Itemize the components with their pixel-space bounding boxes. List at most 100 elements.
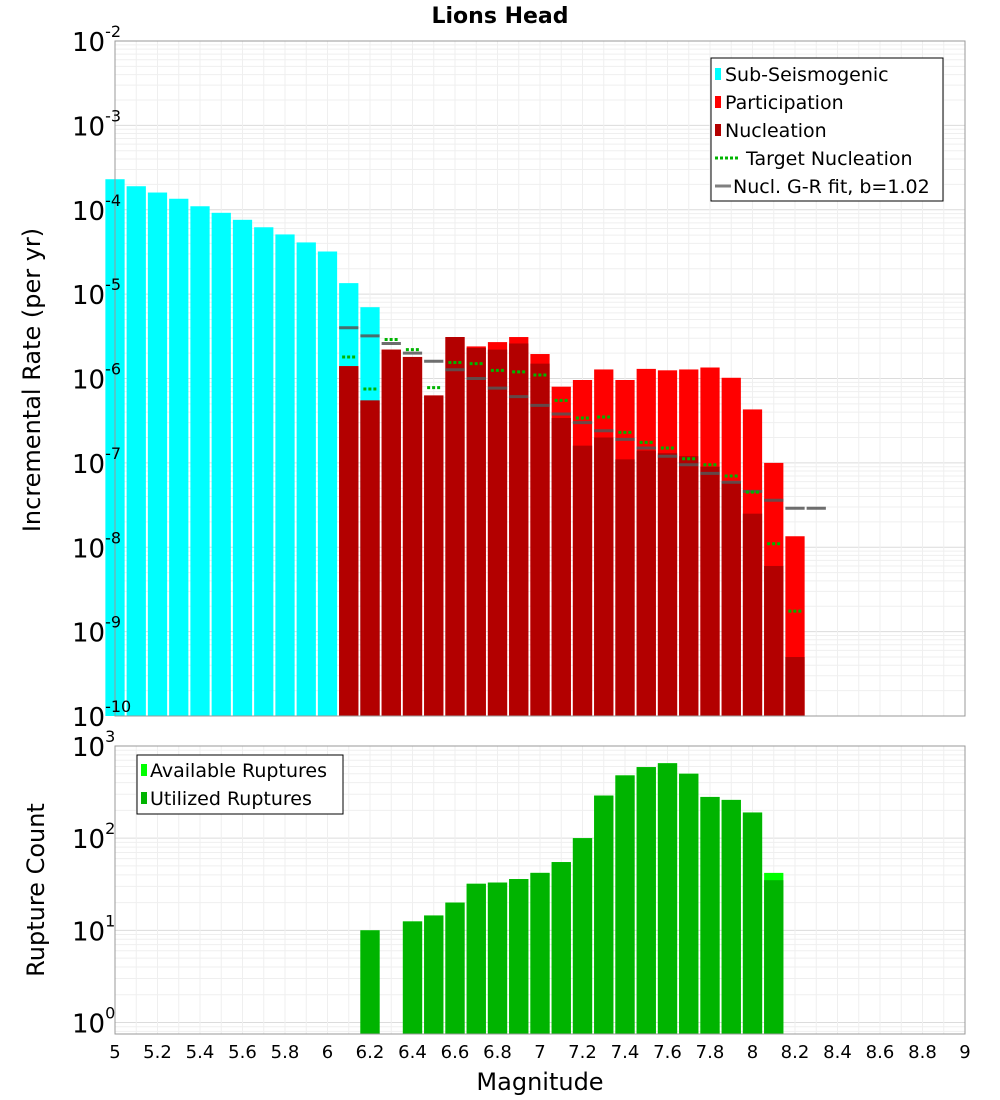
rate-y-tick-label: 10-10 bbox=[72, 697, 131, 733]
x-tick-label: 8.2 bbox=[781, 1042, 810, 1063]
sub-seismogenic-bar bbox=[147, 192, 168, 717]
chart-title: Lions Head bbox=[431, 4, 568, 29]
utilized-ruptures-bar bbox=[487, 882, 508, 1034]
rate-legend-box bbox=[710, 57, 944, 202]
x-tick-label: 8.4 bbox=[823, 1042, 852, 1063]
x-tick-label: 5.2 bbox=[143, 1042, 172, 1063]
rate-legend: Sub-Seismogenic Participation Nucleation Ta… bbox=[710, 57, 944, 202]
legend-item-participation-swatch bbox=[715, 96, 721, 108]
x-tick-label: 7.2 bbox=[568, 1042, 597, 1063]
rate-y-tick-label: 10-6 bbox=[72, 360, 121, 396]
x-tick-label: 6.4 bbox=[398, 1042, 427, 1063]
count-plot: 100 101 102 103 5 5.2 5.4 5.6 5.8 6 6.2 6.4 6.6 6.8 7… bbox=[22, 727, 971, 1096]
sub-seismogenic-bar bbox=[275, 234, 295, 716]
sub-seismogenic-bar bbox=[317, 251, 338, 716]
count-legend: Available Ruptures Utilized Ruptures bbox=[136, 754, 344, 815]
x-tick-label: 5.4 bbox=[186, 1042, 215, 1063]
x-tick-label: 6 bbox=[322, 1042, 333, 1063]
legend-item-utilized-ruptures-label: Utilized Ruptures bbox=[150, 788, 312, 810]
utilized-ruptures-bar bbox=[764, 880, 784, 1034]
nucleation-bar bbox=[679, 456, 699, 716]
utilized-ruptures-bar bbox=[551, 862, 571, 1034]
nucleation-bar bbox=[551, 418, 571, 716]
sub-seismogenic-bar bbox=[169, 198, 189, 717]
nucleation-bar bbox=[785, 657, 805, 716]
nucleation-bar bbox=[339, 366, 359, 716]
x-tick-label: 5.6 bbox=[228, 1042, 257, 1063]
nucleation-bar bbox=[509, 343, 529, 716]
rate-y-tick-label: 10-7 bbox=[72, 444, 121, 480]
utilized-ruptures-bar bbox=[615, 775, 635, 1034]
utilized-ruptures-bar bbox=[679, 773, 699, 1034]
x-tick-label: 5 bbox=[109, 1042, 120, 1063]
nucleation-bar bbox=[636, 450, 656, 716]
count-y-ticks: 100 101 102 103 bbox=[72, 727, 115, 1039]
x-tick-label: 8 bbox=[747, 1042, 758, 1063]
rate-y-tick-label: 10-5 bbox=[72, 275, 121, 311]
x-tick-label: 6.6 bbox=[441, 1042, 470, 1063]
sub-seismogenic-bar bbox=[126, 186, 146, 716]
legend-item-nucleation-label: Nucleation bbox=[725, 120, 827, 142]
x-tick-label: 7 bbox=[534, 1042, 545, 1063]
rate-plot: 10-10 10-9 10-8 10-7 10-6 10-5 10-4 10-3 10-2 In… bbox=[18, 22, 966, 733]
x-tick-label: 7.8 bbox=[696, 1042, 725, 1063]
utilized-ruptures-bar bbox=[594, 795, 614, 1034]
count-y-axis-label: Rupture Count bbox=[22, 803, 50, 977]
legend-item-sub-seismogenic-swatch bbox=[715, 68, 721, 80]
utilized-ruptures-bar bbox=[509, 879, 529, 1034]
nucleation-bar bbox=[615, 459, 635, 716]
sub-seismogenic-bar bbox=[190, 206, 210, 716]
sub-seismogenic-bar bbox=[254, 227, 274, 716]
rate-y-tick-label: 10-9 bbox=[72, 613, 121, 649]
legend-item-available-ruptures-swatch bbox=[141, 764, 147, 776]
x-tick-label: 8.8 bbox=[908, 1042, 937, 1063]
legend-item-target-nucleation-label: Target Nucleation bbox=[745, 148, 913, 170]
x-axis-label: Magnitude bbox=[476, 1068, 603, 1096]
nucleation-bar bbox=[487, 349, 508, 716]
x-tick-label: 5.8 bbox=[271, 1042, 300, 1063]
x-tick-label: 7.4 bbox=[611, 1042, 640, 1063]
utilized-ruptures-bar bbox=[360, 930, 380, 1034]
count-bars bbox=[360, 763, 784, 1034]
nucleation-bar bbox=[721, 481, 741, 716]
nucleation-bar bbox=[381, 349, 401, 716]
utilized-ruptures-bar bbox=[657, 763, 678, 1034]
nucleation-bar bbox=[594, 437, 614, 716]
nucleation-bar bbox=[764, 565, 784, 716]
sub-seismogenic-bar bbox=[296, 242, 316, 716]
utilized-ruptures-bar bbox=[530, 872, 550, 1034]
rate-plot-frame bbox=[114, 40, 966, 717]
utilized-ruptures-bar bbox=[700, 796, 720, 1034]
utilized-ruptures-bar bbox=[721, 799, 741, 1034]
utilized-ruptures-bar bbox=[424, 915, 444, 1034]
legend-item-nucleation-swatch bbox=[715, 124, 721, 136]
x-tick-label: 6.2 bbox=[356, 1042, 385, 1063]
utilized-ruptures-bar bbox=[402, 921, 423, 1034]
utilized-ruptures-bar bbox=[636, 767, 656, 1034]
nucleation-bar bbox=[424, 395, 444, 716]
legend-item-participation-label: Participation bbox=[725, 92, 844, 114]
rate-y-tick-label: 10-3 bbox=[72, 106, 121, 142]
count-legend-box bbox=[136, 754, 344, 815]
count-y-tick-label: 100 bbox=[72, 1003, 115, 1039]
rate-y-tick-label: 10-8 bbox=[72, 528, 121, 564]
nucleation-bar bbox=[402, 356, 423, 716]
nucleation-bar bbox=[445, 337, 465, 716]
legend-item-utilized-ruptures-swatch bbox=[141, 792, 147, 804]
sub-seismogenic-bar bbox=[211, 212, 231, 716]
x-tick-label: 8.6 bbox=[866, 1042, 895, 1063]
x-ticks: 5 5.2 5.4 5.6 5.8 6 6.2 6.4 6.6 6.8 7 7.2 7.4 7.6 7.8 8… bbox=[109, 1042, 970, 1063]
x-tick-label: 6.8 bbox=[483, 1042, 512, 1063]
utilized-ruptures-bar bbox=[466, 883, 486, 1034]
nucleation-bar bbox=[466, 347, 486, 716]
rate-y-axis-label: Incremental Rate (per yr) bbox=[18, 228, 46, 532]
count-plot-frame bbox=[114, 745, 966, 1035]
x-tick-label: 7.6 bbox=[653, 1042, 682, 1063]
utilized-ruptures-bar bbox=[445, 902, 465, 1034]
legend-item-available-ruptures-label: Available Ruptures bbox=[150, 760, 327, 782]
utilized-ruptures-bar bbox=[742, 812, 763, 1034]
count-y-tick-label: 103 bbox=[72, 727, 115, 763]
count-y-tick-label: 101 bbox=[72, 911, 115, 947]
nucleation-bar bbox=[572, 445, 593, 716]
